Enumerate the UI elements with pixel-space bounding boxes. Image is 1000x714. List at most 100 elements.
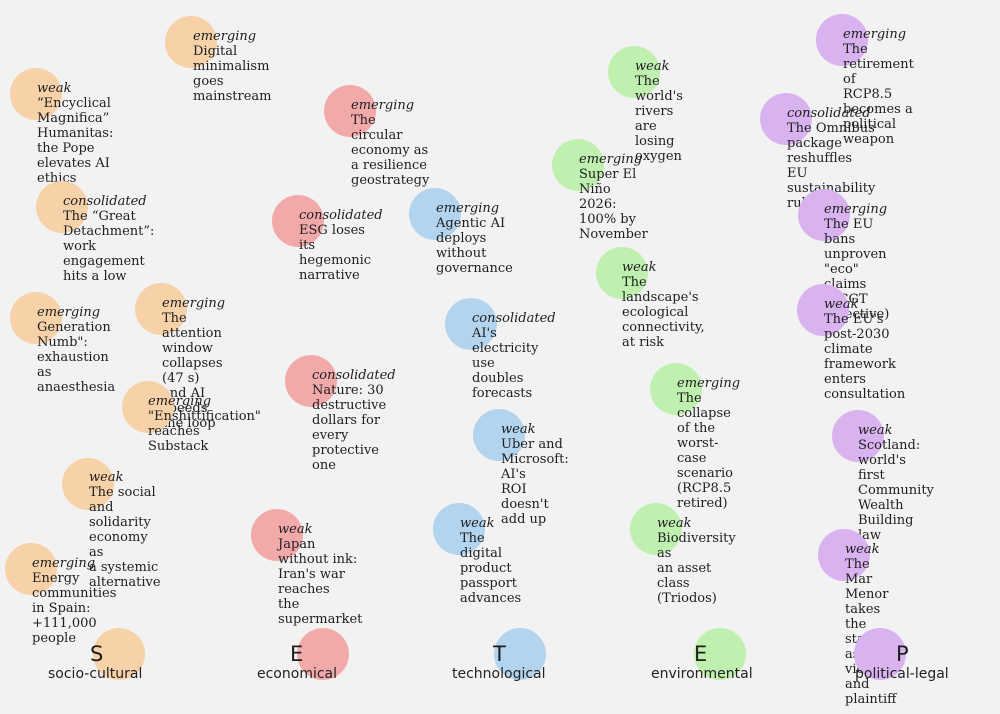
signal-text: emerging Agentic AI deploys without gover… bbox=[436, 201, 513, 276]
signal-level: weak bbox=[278, 522, 313, 537]
signal-level: emerging bbox=[579, 152, 643, 167]
signal-level: weak bbox=[37, 81, 72, 96]
signal-title: "Enshittification" reaches Substack bbox=[148, 409, 261, 454]
category-dot bbox=[797, 284, 849, 336]
legend-dot bbox=[297, 628, 349, 680]
signal-level: weak bbox=[89, 470, 124, 485]
legend-dot bbox=[93, 628, 145, 680]
signal-level: weak bbox=[635, 59, 670, 74]
signal-text: weak The digital product passport advance… bbox=[460, 516, 521, 606]
signal-text: weak Japan without ink: Iran's war reache… bbox=[278, 522, 362, 627]
signal-title: Uber and Microsoft: AI's ROI doesn't add… bbox=[501, 437, 569, 527]
category-dot bbox=[816, 14, 868, 66]
signal-title: Generation Numb": exhaustion as anaesthe… bbox=[37, 320, 116, 395]
category-dot bbox=[818, 529, 870, 581]
legend-letter: P bbox=[896, 642, 909, 666]
signal-title: Agentic AI deploys without governance bbox=[436, 216, 513, 276]
signal-level: emerging bbox=[148, 394, 212, 409]
signal-title: Energy communities in Spain: +111,000 pe… bbox=[32, 571, 117, 646]
signal-level: emerging bbox=[32, 556, 96, 571]
signal-text: consolidated The “Great Detachment”: work… bbox=[63, 194, 154, 284]
signal-text: weak The social and solidarity economy as… bbox=[89, 470, 161, 590]
legend-label: political-legal bbox=[855, 666, 949, 682]
signal-level: emerging bbox=[843, 27, 907, 42]
signal-text: consolidated ESG loses its hegemonic narr… bbox=[299, 208, 383, 283]
signal-title: The digital product passport advances bbox=[460, 531, 522, 606]
signal-level: emerging bbox=[37, 305, 101, 320]
signal-level: weak bbox=[845, 542, 880, 557]
category-dot bbox=[135, 283, 187, 335]
category-dot bbox=[445, 298, 497, 350]
category-dot bbox=[409, 188, 461, 240]
category-dot bbox=[5, 543, 57, 595]
signal-text: emerging The retirement of RCP8.5 becomes… bbox=[843, 27, 914, 147]
signal-text: weak “Encyclical Magnifica” Humanitas: th… bbox=[37, 81, 113, 186]
signal-text: weak The landscape's ecological connectiv… bbox=[622, 260, 705, 350]
signal-title: Digital minimalism goes mainstream bbox=[193, 44, 272, 104]
signal-level: emerging bbox=[436, 201, 500, 216]
signal-title: The “Great Detachment”: work engagement … bbox=[63, 209, 155, 284]
category-dot bbox=[608, 46, 660, 98]
signal-level: emerging bbox=[677, 376, 741, 391]
signal-level: weak bbox=[460, 516, 495, 531]
signal-title: The retirement of RCP8.5 becomes a polit… bbox=[843, 42, 914, 147]
signal-level: consolidated bbox=[299, 208, 383, 223]
legend-dot bbox=[854, 628, 906, 680]
signal-title: Super El Niño 2026: 100% by November bbox=[579, 167, 648, 242]
signal-level: emerging bbox=[162, 296, 226, 311]
category-dot bbox=[832, 410, 884, 462]
signal-text: weak Uber and Microsoft: AI's ROI doesn't… bbox=[501, 422, 569, 527]
signal-text: consolidated The Omnibus package reshuffl… bbox=[787, 106, 875, 211]
signal-text: consolidated AI's electricity use doubles… bbox=[472, 311, 556, 401]
signal-level: weak bbox=[622, 260, 657, 275]
category-dot bbox=[324, 85, 376, 137]
signal-title: Biodiversity as an asset class (Triodos) bbox=[657, 531, 736, 606]
signal-level: weak bbox=[858, 423, 893, 438]
legend-dot bbox=[494, 628, 546, 680]
signal-text: consolidated Nature: 30 destructive dolla… bbox=[312, 368, 396, 473]
signal-level: consolidated bbox=[63, 194, 147, 209]
signal-title: The social and solidarity economy as a s… bbox=[89, 485, 161, 590]
signal-text: emerging Energy communities in Spain: +11… bbox=[32, 556, 116, 646]
category-dot bbox=[552, 139, 604, 191]
signal-text: weak The world's rivers are losing oxygen bbox=[635, 59, 683, 164]
signal-text: weak The EU's post-2030 climate framework… bbox=[824, 297, 905, 402]
signal-level: consolidated bbox=[312, 368, 396, 383]
legend-dot bbox=[694, 628, 746, 680]
signal-title: The EU's post-2030 climate framework ent… bbox=[824, 312, 906, 402]
category-dot bbox=[62, 458, 114, 510]
signal-level: weak bbox=[501, 422, 536, 437]
category-dot bbox=[630, 503, 682, 555]
signal-title: “Encyclical Magnifica” Humanitas: the Po… bbox=[37, 96, 114, 186]
signal-title: ESG loses its hegemonic narrative bbox=[299, 223, 372, 283]
signal-level: emerging bbox=[824, 202, 888, 217]
category-dot bbox=[596, 247, 648, 299]
legend-letter: S bbox=[90, 642, 104, 666]
category-dot bbox=[285, 355, 337, 407]
signal-text: emerging Digital minimalism goes mainstre… bbox=[193, 29, 272, 104]
signal-level: emerging bbox=[351, 98, 415, 113]
legend-label: economical bbox=[257, 666, 338, 682]
signal-level: consolidated bbox=[787, 106, 871, 121]
category-dot bbox=[760, 93, 812, 145]
signal-title: The Omnibus package reshuffles EU sustai… bbox=[787, 121, 876, 211]
signal-level: weak bbox=[824, 297, 859, 312]
legend-label: socio-cultural bbox=[48, 666, 143, 682]
category-dot bbox=[10, 292, 62, 344]
category-dot bbox=[36, 181, 88, 233]
signal-text: emerging "Enshittification" reaches Subst… bbox=[148, 394, 261, 454]
signal-text: weak Scotland: world's first Community We… bbox=[858, 423, 934, 543]
category-dot bbox=[798, 189, 850, 241]
signal-level: consolidated bbox=[472, 311, 556, 326]
legend-label: technological bbox=[452, 666, 546, 682]
signal-title: The landscape's ecological connectivity,… bbox=[622, 275, 705, 350]
signal-text: emerging Super El Niño 2026: 100% by Nove… bbox=[579, 152, 648, 242]
signal-title: The circular economy as a resilience geo… bbox=[351, 113, 430, 188]
legend-letter: E bbox=[290, 642, 304, 666]
category-dot bbox=[272, 195, 324, 247]
category-dot bbox=[165, 16, 217, 68]
signal-title: Japan without ink: Iran's war reaches th… bbox=[278, 537, 363, 627]
signal-level: weak bbox=[657, 516, 692, 531]
signal-title: Nature: 30 destructive dollars for every… bbox=[312, 383, 387, 473]
